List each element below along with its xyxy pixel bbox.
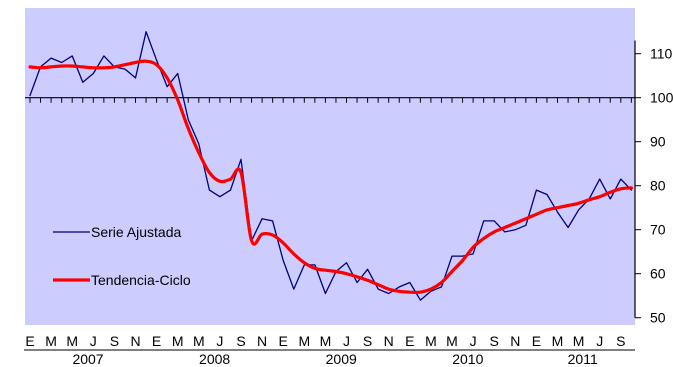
x-month-label: J xyxy=(596,333,603,349)
y-tick-label: 60 xyxy=(650,266,666,282)
x-month-label: M xyxy=(298,333,310,349)
x-year-label: 2011 xyxy=(568,351,598,367)
y-tick-label: 110 xyxy=(650,46,673,62)
x-month-label: E xyxy=(25,333,34,349)
series-layer xyxy=(28,31,633,301)
y-tick-label: 90 xyxy=(650,134,666,150)
x-month-label: N xyxy=(510,333,520,349)
x-month-label: S xyxy=(616,333,625,349)
x-year-label: 2007 xyxy=(72,351,103,367)
x-month-label: E xyxy=(405,333,414,349)
x-month-label: J xyxy=(90,333,97,349)
x-month-label: E xyxy=(279,333,288,349)
y-tick-label: 100 xyxy=(650,90,673,106)
x-month-label: S xyxy=(110,333,119,349)
legend: Serie Ajustada Tendencia-Ciclo xyxy=(53,224,191,288)
x-year-label: 2010 xyxy=(452,351,483,367)
x-month-label: S xyxy=(363,333,372,349)
x-month-label: S xyxy=(490,333,499,349)
y-tick-label: 80 xyxy=(650,178,666,194)
y-tick-label: 70 xyxy=(650,222,666,238)
y-tick-label: 50 xyxy=(650,310,666,326)
x-month-label: M xyxy=(66,333,78,349)
x-month-label: M xyxy=(45,333,57,349)
x-year-label: 2008 xyxy=(199,351,230,367)
x-month-label: M xyxy=(446,333,458,349)
x-month-label: E xyxy=(152,333,161,349)
series-line-serie-ajustada xyxy=(29,31,633,301)
x-month-label: M xyxy=(193,333,205,349)
x-month-label: E xyxy=(532,333,541,349)
x-month-label: M xyxy=(552,333,564,349)
legend-label-serie-ajustada: Serie Ajustada xyxy=(91,224,181,240)
x-month-label: S xyxy=(236,333,245,349)
legend-label-tendencia-ciclo: Tendencia-Ciclo xyxy=(91,272,191,288)
x-month-label: M xyxy=(320,333,332,349)
x-month-label: N xyxy=(384,333,394,349)
x-month-label: M xyxy=(573,333,585,349)
x-month-label: J xyxy=(343,333,350,349)
x-month-label: N xyxy=(130,333,140,349)
x-month-label: M xyxy=(425,333,437,349)
x-month-label: J xyxy=(470,333,477,349)
x-month-label: N xyxy=(257,333,267,349)
series-line-tendencia-ciclo xyxy=(28,59,633,295)
x-year-label: 2009 xyxy=(326,351,357,367)
x-month-label: M xyxy=(172,333,184,349)
x-month-label: J xyxy=(216,333,223,349)
